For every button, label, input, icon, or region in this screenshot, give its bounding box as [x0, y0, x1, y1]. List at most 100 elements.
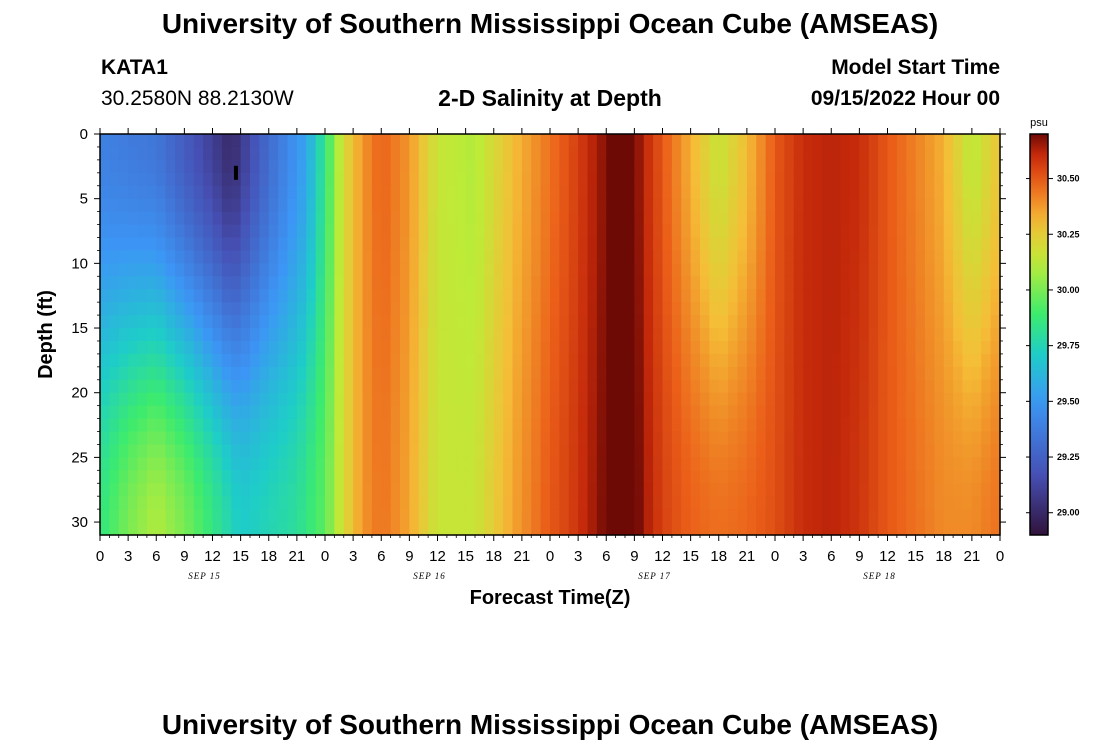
heatmap-cell: [118, 418, 129, 433]
heatmap-cell: [878, 276, 889, 290]
heatmap-cell: [550, 134, 560, 148]
heatmap-cell: [718, 263, 729, 277]
heatmap-cell: [118, 483, 129, 497]
x-tick-label: 18: [710, 548, 727, 565]
heatmap-cell: [165, 418, 176, 433]
heatmap-cell: [371, 198, 382, 213]
heatmap-cell: [296, 198, 307, 213]
heatmap-cell: [718, 405, 729, 420]
heatmap-cell: [803, 185, 814, 200]
heatmap-cell: [428, 418, 439, 433]
heatmap-cell: [156, 418, 167, 433]
heatmap-cell: [634, 457, 645, 471]
heatmap-cell: [493, 250, 504, 264]
heatmap-cell: [943, 496, 954, 510]
heatmap-cell: [437, 340, 448, 355]
heatmap-cell: [859, 483, 870, 497]
heatmap-cell: [671, 263, 682, 277]
heatmap-cell: [887, 328, 898, 342]
heatmap-cell: [606, 340, 617, 355]
heatmap-cell: [812, 353, 823, 368]
heatmap-cell: [625, 185, 635, 200]
heatmap-cell: [334, 405, 345, 420]
heatmap-cell: [362, 405, 373, 420]
heatmap-cell: [353, 328, 364, 342]
heatmap-cell: [381, 134, 392, 148]
heatmap-cell: [250, 315, 260, 329]
heatmap-cell: [662, 172, 673, 187]
heatmap-cell: [250, 172, 260, 187]
heatmap-cell: [840, 134, 851, 148]
heatmap-cell: [456, 172, 467, 187]
heatmap-cell: [821, 470, 832, 484]
heatmap-cell: [390, 457, 401, 471]
heatmap-cell: [559, 211, 570, 226]
position-marker: [233, 165, 238, 180]
heatmap-cell: [896, 522, 907, 536]
heatmap-cell: [259, 302, 270, 316]
heatmap-cell: [428, 392, 439, 407]
heatmap-cell: [709, 315, 720, 329]
heatmap-cell: [231, 315, 242, 329]
heatmap-cell: [278, 302, 289, 316]
heatmap-cell: [287, 224, 298, 239]
heatmap-cell: [221, 159, 232, 174]
heatmap-cell: [156, 522, 167, 536]
heatmap-cell: [878, 250, 889, 264]
heatmap-cell: [353, 431, 364, 446]
heatmap-cell: [700, 315, 710, 329]
heatmap-cell: [512, 444, 523, 458]
heatmap-cell: [962, 444, 973, 458]
heatmap-cell: [465, 418, 476, 433]
heatmap-cell: [925, 379, 935, 394]
heatmap-cell: [287, 405, 298, 420]
heatmap-cell: [240, 198, 251, 213]
heatmap-cell: [165, 509, 176, 523]
heatmap-cell: [503, 198, 514, 213]
heatmap-cell: [990, 418, 1001, 433]
heatmap-cell: [531, 224, 542, 239]
heatmap-cell: [353, 340, 364, 355]
heatmap-cell: [559, 353, 570, 368]
heatmap-cell: [643, 496, 654, 510]
heatmap-cell: [493, 496, 504, 510]
heatmap-cell: [615, 289, 626, 303]
heatmap-cell: [437, 237, 448, 252]
heatmap-cell: [184, 302, 195, 316]
heatmap-cell: [784, 470, 795, 484]
heatmap-cell: [259, 457, 270, 471]
heatmap-cell: [400, 159, 410, 174]
heatmap-cell: [400, 483, 410, 497]
heatmap-cell: [221, 276, 232, 290]
heatmap-cell: [315, 224, 326, 239]
heatmap-cell: [868, 353, 879, 368]
heatmap-cell: [671, 276, 682, 290]
heatmap-cell: [325, 146, 335, 161]
heatmap-cell: [137, 444, 148, 458]
heatmap-cell: [896, 509, 907, 523]
heatmap-cell: [681, 522, 692, 536]
heatmap-cell: [306, 457, 317, 471]
heatmap-cell: [362, 509, 373, 523]
heatmap-cell: [165, 172, 176, 187]
heatmap-cell: [437, 457, 448, 471]
heatmap-cell: [400, 315, 410, 329]
heatmap-cell: [203, 289, 214, 303]
heatmap-cell: [990, 366, 1001, 381]
heatmap-cell: [437, 431, 448, 446]
heatmap-cell: [503, 366, 514, 381]
heatmap-cell: [784, 211, 795, 226]
heatmap-cell: [765, 198, 776, 213]
heatmap-cell: [662, 211, 673, 226]
heatmap-cell: [334, 211, 345, 226]
heatmap-cell: [700, 198, 710, 213]
heatmap-cell: [503, 431, 514, 446]
heatmap-cell: [184, 470, 195, 484]
heatmap-cell: [606, 457, 617, 471]
heatmap-cell: [156, 159, 167, 174]
heatmap-cell: [409, 392, 420, 407]
heatmap-cell: [203, 418, 214, 433]
heatmap-cell: [446, 496, 457, 510]
heatmap-cell: [690, 224, 701, 239]
heatmap-cell: [831, 146, 842, 161]
